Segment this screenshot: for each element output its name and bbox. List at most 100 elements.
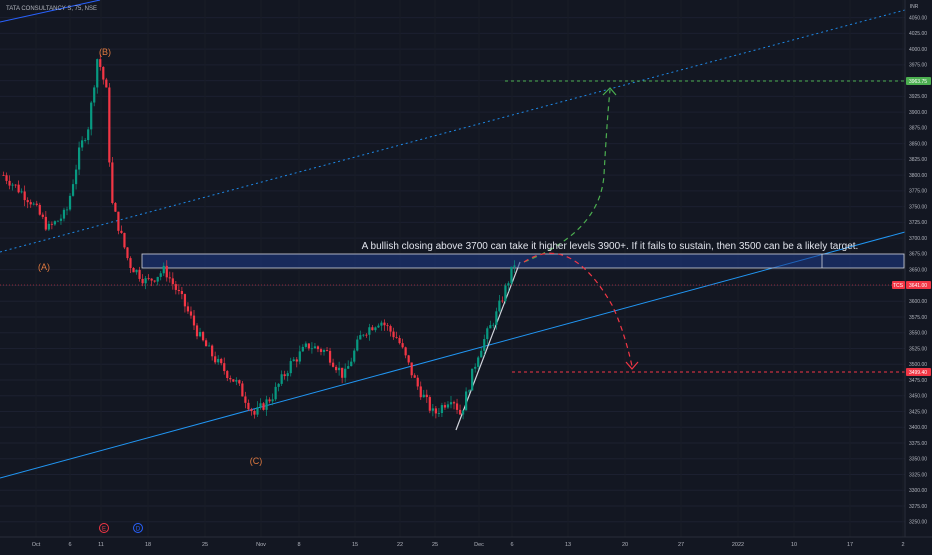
candle-body[interactable] (90, 102, 93, 130)
candle-body[interactable] (419, 386, 422, 398)
candle-body[interactable] (498, 300, 501, 312)
candle-body[interactable] (65, 209, 69, 211)
candle-body[interactable] (401, 343, 404, 348)
candle-body[interactable] (483, 339, 486, 351)
candle-body[interactable] (504, 285, 507, 302)
upper-trendline[interactable] (0, 0, 101, 23)
candle-body[interactable] (489, 325, 492, 329)
candle-body[interactable] (23, 191, 26, 201)
candle-body[interactable] (344, 368, 347, 378)
candle-body[interactable] (425, 394, 428, 398)
candle-body[interactable] (232, 379, 235, 382)
price-axis[interactable] (905, 0, 932, 550)
dotted-channel-line[interactable] (0, 9, 906, 253)
candle-body[interactable] (56, 220, 60, 222)
candle-body[interactable] (301, 346, 304, 352)
candle-body[interactable] (35, 203, 38, 205)
candle-body[interactable] (220, 358, 223, 364)
candle-body[interactable] (404, 347, 407, 356)
candle-body[interactable] (377, 325, 380, 328)
candle-body[interactable] (268, 399, 271, 402)
candle-body[interactable] (96, 59, 99, 88)
dividend-icon[interactable] (133, 523, 143, 533)
candle-body[interactable] (132, 268, 135, 273)
candle-body[interactable] (328, 350, 332, 363)
candle-body[interactable] (295, 359, 298, 362)
candle-body[interactable] (347, 366, 350, 369)
candle-body[interactable] (59, 218, 63, 221)
candle-body[interactable] (120, 230, 123, 233)
candle-body[interactable] (165, 265, 168, 278)
candle-body[interactable] (5, 175, 8, 181)
candle-body[interactable] (386, 325, 389, 327)
candle-body[interactable] (26, 200, 29, 203)
candle-body[interactable] (74, 169, 78, 185)
candle-body[interactable] (77, 147, 81, 170)
candle-body[interactable] (147, 278, 150, 279)
candle-body[interactable] (238, 380, 241, 384)
candle-body[interactable] (471, 368, 474, 391)
candle-body[interactable] (310, 348, 314, 350)
candle-body[interactable] (41, 214, 44, 217)
candle-body[interactable] (198, 331, 202, 337)
candle-body[interactable] (380, 322, 383, 326)
candle-body[interactable] (126, 247, 129, 259)
candle-body[interactable] (271, 399, 274, 402)
candle-body[interactable] (495, 311, 498, 325)
candle-body[interactable] (501, 300, 504, 302)
candle-body[interactable] (250, 409, 253, 412)
candle-body[interactable] (371, 327, 374, 331)
candle-body[interactable] (289, 361, 292, 374)
candle-body[interactable] (392, 331, 395, 338)
candle-body[interactable] (201, 331, 205, 341)
candle-body[interactable] (186, 306, 190, 312)
candle-body[interactable] (189, 311, 193, 316)
candle-body[interactable] (407, 355, 410, 363)
candle-body[interactable] (229, 378, 232, 380)
candle-body[interactable] (455, 403, 459, 410)
candle-body[interactable] (138, 269, 141, 279)
candle-body[interactable] (374, 327, 377, 331)
candle-body[interactable] (153, 280, 156, 282)
candle-body[interactable] (331, 362, 335, 367)
candle-body[interactable] (8, 180, 11, 186)
candle-body[interactable] (87, 129, 90, 141)
candle-body[interactable] (114, 203, 117, 212)
candle-body[interactable] (111, 162, 114, 204)
candle-body[interactable] (105, 79, 108, 88)
candle-body[interactable] (226, 371, 229, 379)
candle-body[interactable] (50, 223, 53, 225)
candle-body[interactable] (316, 346, 320, 350)
candle-body[interactable] (304, 343, 307, 347)
candle-body[interactable] (458, 409, 462, 415)
candle-body[interactable] (241, 383, 244, 397)
candle-body[interactable] (353, 350, 356, 362)
candle-body[interactable] (283, 374, 286, 377)
candle-body[interactable] (307, 343, 310, 349)
candle-body[interactable] (117, 211, 120, 231)
candle-body[interactable] (150, 278, 153, 281)
candle-body[interactable] (177, 289, 180, 292)
candle-body[interactable] (280, 374, 283, 384)
candle-body[interactable] (286, 373, 289, 377)
candle-body[interactable] (507, 283, 510, 286)
candle-body[interactable] (486, 328, 489, 340)
candle-body[interactable] (47, 223, 50, 230)
candle-body[interactable] (274, 386, 277, 400)
candle-body[interactable] (244, 396, 247, 403)
candle-body[interactable] (365, 334, 368, 336)
candle-body[interactable] (368, 327, 371, 335)
candle-body[interactable] (513, 265, 516, 267)
candle-body[interactable] (362, 334, 365, 336)
candle-body[interactable] (434, 408, 437, 414)
candle-body[interactable] (144, 278, 147, 284)
candle-body[interactable] (510, 266, 513, 284)
earnings-marker[interactable]: E (99, 523, 109, 533)
candle-body[interactable] (53, 221, 57, 225)
candle-body[interactable] (168, 277, 171, 279)
candle-body[interactable] (180, 291, 184, 295)
candle-body[interactable] (277, 383, 280, 387)
candle-body[interactable] (383, 322, 386, 326)
candle-body[interactable] (141, 278, 144, 284)
candle-body[interactable] (398, 338, 401, 344)
